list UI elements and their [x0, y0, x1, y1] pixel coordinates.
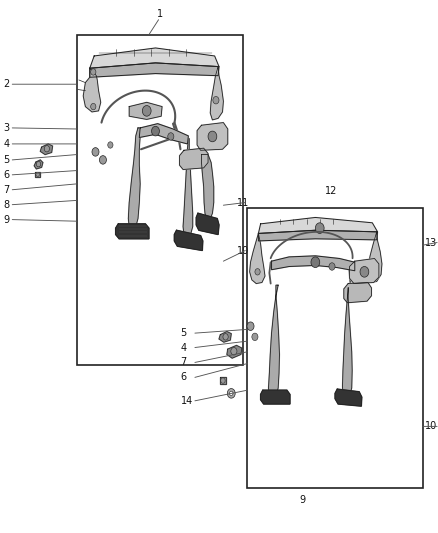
Circle shape: [252, 333, 258, 341]
Circle shape: [315, 223, 324, 233]
Polygon shape: [220, 377, 226, 384]
Polygon shape: [250, 233, 265, 284]
Polygon shape: [343, 288, 352, 397]
Circle shape: [223, 334, 228, 340]
Text: 3: 3: [4, 123, 10, 133]
Polygon shape: [40, 144, 53, 155]
Circle shape: [142, 106, 151, 116]
Polygon shape: [90, 48, 219, 68]
Polygon shape: [227, 345, 242, 358]
Polygon shape: [268, 285, 279, 397]
Polygon shape: [210, 67, 223, 120]
Text: 1: 1: [157, 9, 163, 19]
Circle shape: [247, 322, 254, 330]
Text: 6: 6: [180, 373, 187, 382]
Text: 13: 13: [425, 238, 437, 247]
Circle shape: [99, 156, 106, 164]
Text: 11: 11: [237, 198, 249, 207]
Polygon shape: [272, 256, 355, 271]
Circle shape: [360, 266, 369, 277]
Polygon shape: [34, 160, 43, 169]
Polygon shape: [344, 282, 371, 303]
Polygon shape: [201, 155, 214, 219]
Text: 5: 5: [4, 155, 10, 165]
Polygon shape: [129, 102, 162, 119]
Polygon shape: [368, 232, 382, 282]
Polygon shape: [350, 259, 379, 284]
Circle shape: [230, 391, 233, 395]
Text: 4: 4: [4, 139, 10, 149]
Circle shape: [231, 348, 237, 355]
Text: 14: 14: [180, 396, 193, 406]
Text: 9: 9: [299, 495, 305, 505]
Text: 5: 5: [180, 328, 187, 338]
Circle shape: [213, 96, 219, 104]
Circle shape: [108, 142, 113, 148]
Bar: [77, 35, 243, 365]
Polygon shape: [128, 128, 140, 228]
Polygon shape: [90, 63, 219, 77]
Text: 6: 6: [4, 170, 10, 180]
Polygon shape: [35, 172, 40, 177]
Circle shape: [44, 146, 49, 152]
Polygon shape: [139, 124, 188, 144]
Polygon shape: [261, 390, 290, 404]
Circle shape: [36, 161, 41, 167]
Text: 2: 2: [4, 79, 10, 89]
Circle shape: [92, 148, 99, 156]
Circle shape: [91, 103, 96, 110]
Polygon shape: [116, 224, 149, 239]
Polygon shape: [219, 332, 231, 342]
Circle shape: [168, 133, 174, 140]
Polygon shape: [180, 148, 208, 169]
Text: 10: 10: [425, 422, 437, 431]
Circle shape: [311, 257, 320, 268]
Polygon shape: [174, 230, 203, 251]
Polygon shape: [183, 139, 193, 236]
Text: 7: 7: [180, 358, 187, 367]
Text: 7: 7: [4, 185, 10, 195]
Circle shape: [208, 131, 217, 142]
Polygon shape: [335, 389, 362, 406]
Polygon shape: [197, 123, 228, 150]
Polygon shape: [258, 230, 378, 241]
Circle shape: [221, 378, 225, 383]
Polygon shape: [83, 68, 101, 112]
Polygon shape: [196, 213, 219, 235]
Circle shape: [255, 269, 260, 275]
Text: 4: 4: [180, 343, 187, 352]
Bar: [247, 208, 423, 488]
Text: 8: 8: [4, 200, 10, 209]
Text: 12: 12: [325, 186, 337, 196]
Circle shape: [227, 389, 235, 398]
Circle shape: [329, 263, 335, 270]
Circle shape: [91, 69, 96, 75]
Circle shape: [36, 172, 39, 176]
Polygon shape: [258, 217, 378, 233]
Text: 10: 10: [237, 246, 249, 255]
Circle shape: [152, 126, 159, 136]
Text: 9: 9: [4, 215, 10, 224]
